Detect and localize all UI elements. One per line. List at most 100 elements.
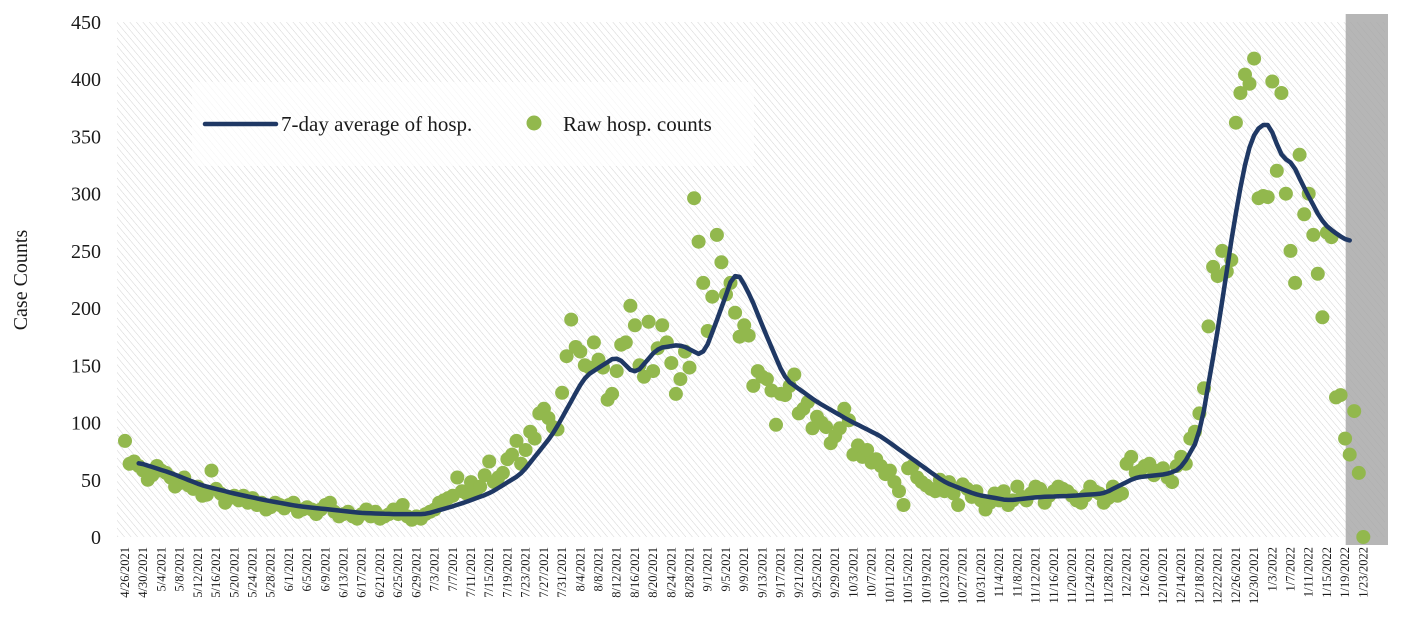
raw-count-point [687,191,702,206]
x-tick-label: 7/15/2021 [482,547,496,598]
raw-count-point [623,298,638,313]
raw-count-point [586,335,601,350]
x-tick-label: 1/11/2022 [1302,547,1316,597]
x-tick-label: 6/21/2021 [373,547,387,598]
raw-count-point [1297,207,1312,222]
raw-count-point [450,470,465,485]
raw-count-point [664,356,679,370]
raw-count-point [1215,243,1230,258]
y-tick-label: 400 [71,69,101,91]
raw-count-point [204,463,219,478]
raw-count-point [1310,266,1325,281]
y-tick-label: 250 [71,241,101,263]
raw-count-point [819,420,834,435]
x-tick-label: 7/23/2021 [519,547,533,598]
y-axis-label: Case Counts [10,230,32,331]
raw-count-point [1342,447,1357,462]
raw-count-point [673,372,688,387]
x-tick-label: 8/20/2021 [646,547,660,598]
raw-count-point [1351,465,1366,480]
raw-count-point [655,318,670,333]
x-tick-label: 8/4/2021 [573,547,587,591]
x-tick-label: 5/28/2021 [264,547,278,598]
shaded-region [1345,14,1388,545]
x-tick-label: 7/31/2021 [555,547,569,598]
raw-count-point [1124,449,1139,464]
x-tick-label: 12/30/2021 [1247,547,1261,604]
y-tick-label: 450 [71,12,101,34]
x-tick-label: 12/6/2021 [1138,547,1152,598]
x-tick-label: 9/5/2021 [719,547,733,591]
raw-count-point [759,372,774,387]
x-tick-label: 12/2/2021 [1120,547,1134,598]
raw-count-point [627,318,642,333]
raw-count-point [741,328,756,343]
raw-count-point [682,360,697,375]
x-tick-label: 6/13/2021 [337,547,351,598]
x-tick-label: 5/24/2021 [246,547,260,598]
x-tick-label: 7/3/2021 [428,547,442,591]
legend-label-raw: Raw hosp. counts [563,112,712,136]
x-tick-label: 11/24/2021 [1083,547,1097,603]
x-tick-label: 5/8/2021 [173,547,187,591]
x-tick-label: 6/1/2021 [282,547,296,591]
raw-counts-series [118,51,1371,544]
seven-day-average-series [136,122,1352,517]
raw-count-point [618,335,633,350]
raw-count-point [1347,404,1362,419]
x-tick-label: 12/26/2021 [1229,547,1243,604]
raw-count-point [555,385,570,400]
x-tick-label: 11/12/2021 [1029,547,1043,603]
raw-count-point [1292,147,1307,162]
raw-count-point [882,463,897,478]
raw-count-point [1278,186,1293,201]
x-tick-label: 6/5/2021 [300,547,314,591]
x-tick-label: 6/25/2021 [391,547,405,598]
legend: 7-day average of hosp. Raw hosp. counts [192,82,754,166]
raw-count-point [668,386,683,401]
x-tick-label: 5/20/2021 [227,547,241,598]
raw-count-point [1247,51,1262,66]
raw-count-point [696,275,711,290]
x-tick-label: 11/28/2021 [1101,547,1115,603]
x-tick-label: 8/16/2021 [628,547,642,598]
y-axis: 0 50 100 150 200 250 300 350 400 450 [71,12,101,549]
x-tick-label: 8/28/2021 [683,547,697,598]
raw-count-point [769,417,783,432]
x-tick-label: 7/27/2021 [537,547,551,598]
y-tick-label: 300 [71,184,101,206]
x-tick-label: 1/23/2022 [1356,547,1370,598]
seven-day-average-line [136,122,1352,517]
y-tick-label: 150 [71,355,101,377]
raw-count-point [1265,74,1280,89]
raw-count-point [1274,86,1289,100]
x-tick-label: 8/8/2021 [592,547,606,591]
x-tick-label: 6/29/2021 [409,547,423,598]
x-tick-label: 6/17/2021 [355,547,369,598]
raw-count-point [1288,275,1303,290]
raw-count-point [518,443,533,457]
raw-count-point [1242,76,1257,91]
x-tick-label: 9/13/2021 [755,547,769,598]
x-tick-label: 9/25/2021 [810,547,824,598]
raw-count-point [505,447,519,462]
raw-count-point [395,498,410,512]
x-tick-label: 11/16/2021 [1047,547,1061,603]
raw-count-point [573,344,588,359]
raw-count-point [728,305,743,320]
x-tick-label: 5/12/2021 [191,547,205,598]
x-tick-label: 9/1/2021 [701,547,715,591]
raw-count-point [709,227,724,242]
raw-count-point [1269,163,1284,178]
raw-count-point [1228,115,1243,130]
x-tick-label: 12/10/2021 [1156,547,1170,604]
x-tick-label: 9/9/2021 [737,547,751,591]
raw-count-point [527,431,542,446]
x-tick-label: 11/4/2021 [992,547,1006,597]
raw-count-point [1333,388,1348,403]
y-tick-label: 50 [81,470,101,492]
raw-count-point [473,479,488,494]
raw-count-point [1233,86,1248,100]
x-tick-label: 5/4/2021 [154,547,168,591]
